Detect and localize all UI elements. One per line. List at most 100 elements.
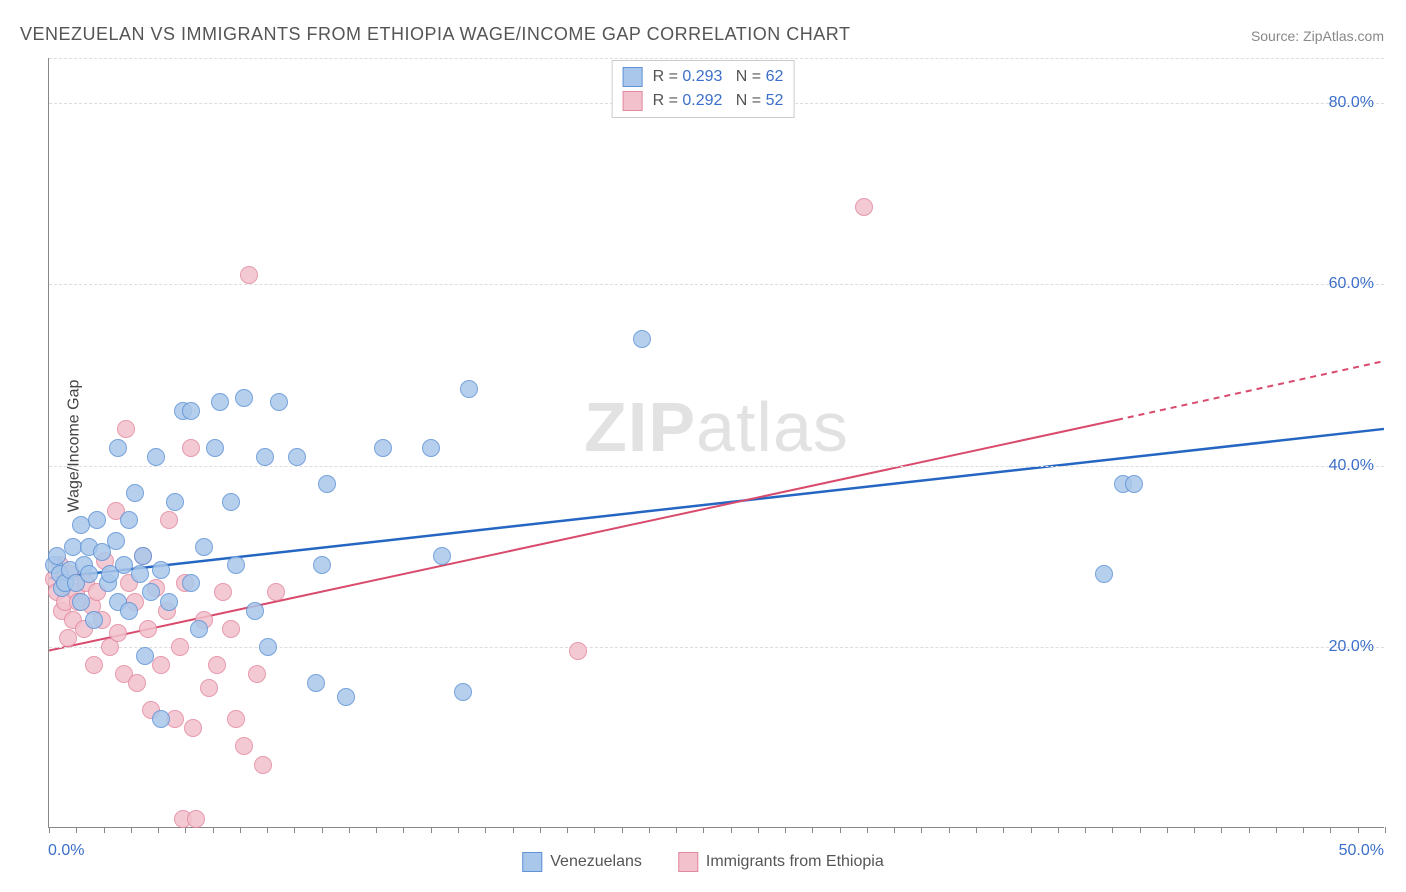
scatter-point (88, 511, 106, 529)
x-minor-tick (1058, 827, 1059, 833)
scatter-point (182, 574, 200, 592)
gridline (49, 58, 1384, 59)
x-minor-tick (104, 827, 105, 833)
scatter-point (235, 737, 253, 755)
scatter-point (142, 583, 160, 601)
scatter-point (1125, 475, 1143, 493)
legend-series-item: Venezuelans (522, 852, 642, 872)
x-minor-tick (158, 827, 159, 833)
x-minor-tick (867, 827, 868, 833)
x-minor-tick (240, 827, 241, 833)
scatter-point (187, 810, 205, 828)
legend-swatch (678, 852, 698, 872)
scatter-plot-area: ZIPatlas (48, 58, 1384, 828)
x-minor-tick (403, 827, 404, 833)
scatter-point (222, 620, 240, 638)
x-minor-tick (513, 827, 514, 833)
scatter-point (460, 380, 478, 398)
scatter-point (288, 448, 306, 466)
scatter-point (152, 710, 170, 728)
x-minor-tick (1112, 827, 1113, 833)
gridline (49, 647, 1384, 648)
x-minor-tick (812, 827, 813, 833)
legend-swatch (623, 67, 643, 87)
x-minor-tick (431, 827, 432, 833)
scatter-point (235, 389, 253, 407)
scatter-point (1095, 565, 1113, 583)
x-minor-tick (485, 827, 486, 833)
y-tick-label: 80.0% (1329, 94, 1374, 112)
scatter-point (72, 593, 90, 611)
scatter-point (59, 629, 77, 647)
x-minor-tick (49, 827, 50, 833)
x-minor-tick (894, 827, 895, 833)
legend-correlation-row: R = 0.292 N = 52 (623, 89, 784, 113)
series-legend: Venezuelans Immigrants from Ethiopia (522, 852, 883, 872)
x-minor-tick (921, 827, 922, 833)
scatter-point (227, 556, 245, 574)
scatter-point (85, 656, 103, 674)
x-minor-tick (949, 827, 950, 833)
trend-lines (49, 58, 1384, 827)
scatter-point (246, 602, 264, 620)
scatter-point (200, 679, 218, 697)
x-minor-tick (294, 827, 295, 833)
scatter-point (259, 638, 277, 656)
legend-series-item: Immigrants from Ethiopia (678, 852, 884, 872)
scatter-point (433, 547, 451, 565)
scatter-point (206, 439, 224, 457)
scatter-point (147, 448, 165, 466)
x-minor-tick (594, 827, 595, 833)
scatter-point (134, 547, 152, 565)
x-minor-tick (1194, 827, 1195, 833)
scatter-point (208, 656, 226, 674)
x-minor-tick (649, 827, 650, 833)
legend-correlation-text: R = 0.292 N = 52 (653, 92, 784, 110)
watermark: ZIPatlas (584, 387, 849, 467)
x-minor-tick (1358, 827, 1359, 833)
x-minor-tick (1249, 827, 1250, 833)
y-tick-label: 40.0% (1329, 457, 1374, 475)
x-minor-tick (1167, 827, 1168, 833)
legend-series-label: Immigrants from Ethiopia (706, 853, 884, 871)
scatter-point (131, 565, 149, 583)
source-label: Source: ZipAtlas.com (1251, 28, 1384, 44)
scatter-point (248, 665, 266, 683)
scatter-point (454, 683, 472, 701)
trend-line-dashed (1117, 361, 1384, 420)
scatter-point (633, 330, 651, 348)
scatter-point (109, 624, 127, 642)
scatter-point (182, 402, 200, 420)
x-minor-tick (376, 827, 377, 833)
scatter-point (126, 484, 144, 502)
scatter-point (422, 439, 440, 457)
scatter-point (195, 538, 213, 556)
x-minor-tick (349, 827, 350, 833)
scatter-point (80, 565, 98, 583)
x-minor-tick (840, 827, 841, 833)
legend-swatch (623, 91, 643, 111)
x-minor-tick (622, 827, 623, 833)
scatter-point (109, 439, 127, 457)
scatter-point (222, 493, 240, 511)
x-minor-tick (703, 827, 704, 833)
gridline (49, 284, 1384, 285)
x-minor-tick (1385, 827, 1386, 833)
scatter-point (128, 674, 146, 692)
legend-correlation-text: R = 0.293 N = 62 (653, 68, 784, 86)
x-minor-tick (758, 827, 759, 833)
scatter-point (184, 719, 202, 737)
scatter-point (214, 583, 232, 601)
scatter-point (855, 198, 873, 216)
scatter-point (270, 393, 288, 411)
y-tick-label: 60.0% (1329, 275, 1374, 293)
correlation-legend: R = 0.293 N = 62 R = 0.292 N = 52 (612, 60, 795, 118)
scatter-point (254, 756, 272, 774)
x-minor-tick (785, 827, 786, 833)
scatter-point (374, 439, 392, 457)
x-minor-tick (567, 827, 568, 833)
scatter-point (569, 642, 587, 660)
x-minor-tick (322, 827, 323, 833)
scatter-point (211, 393, 229, 411)
scatter-point (267, 583, 285, 601)
